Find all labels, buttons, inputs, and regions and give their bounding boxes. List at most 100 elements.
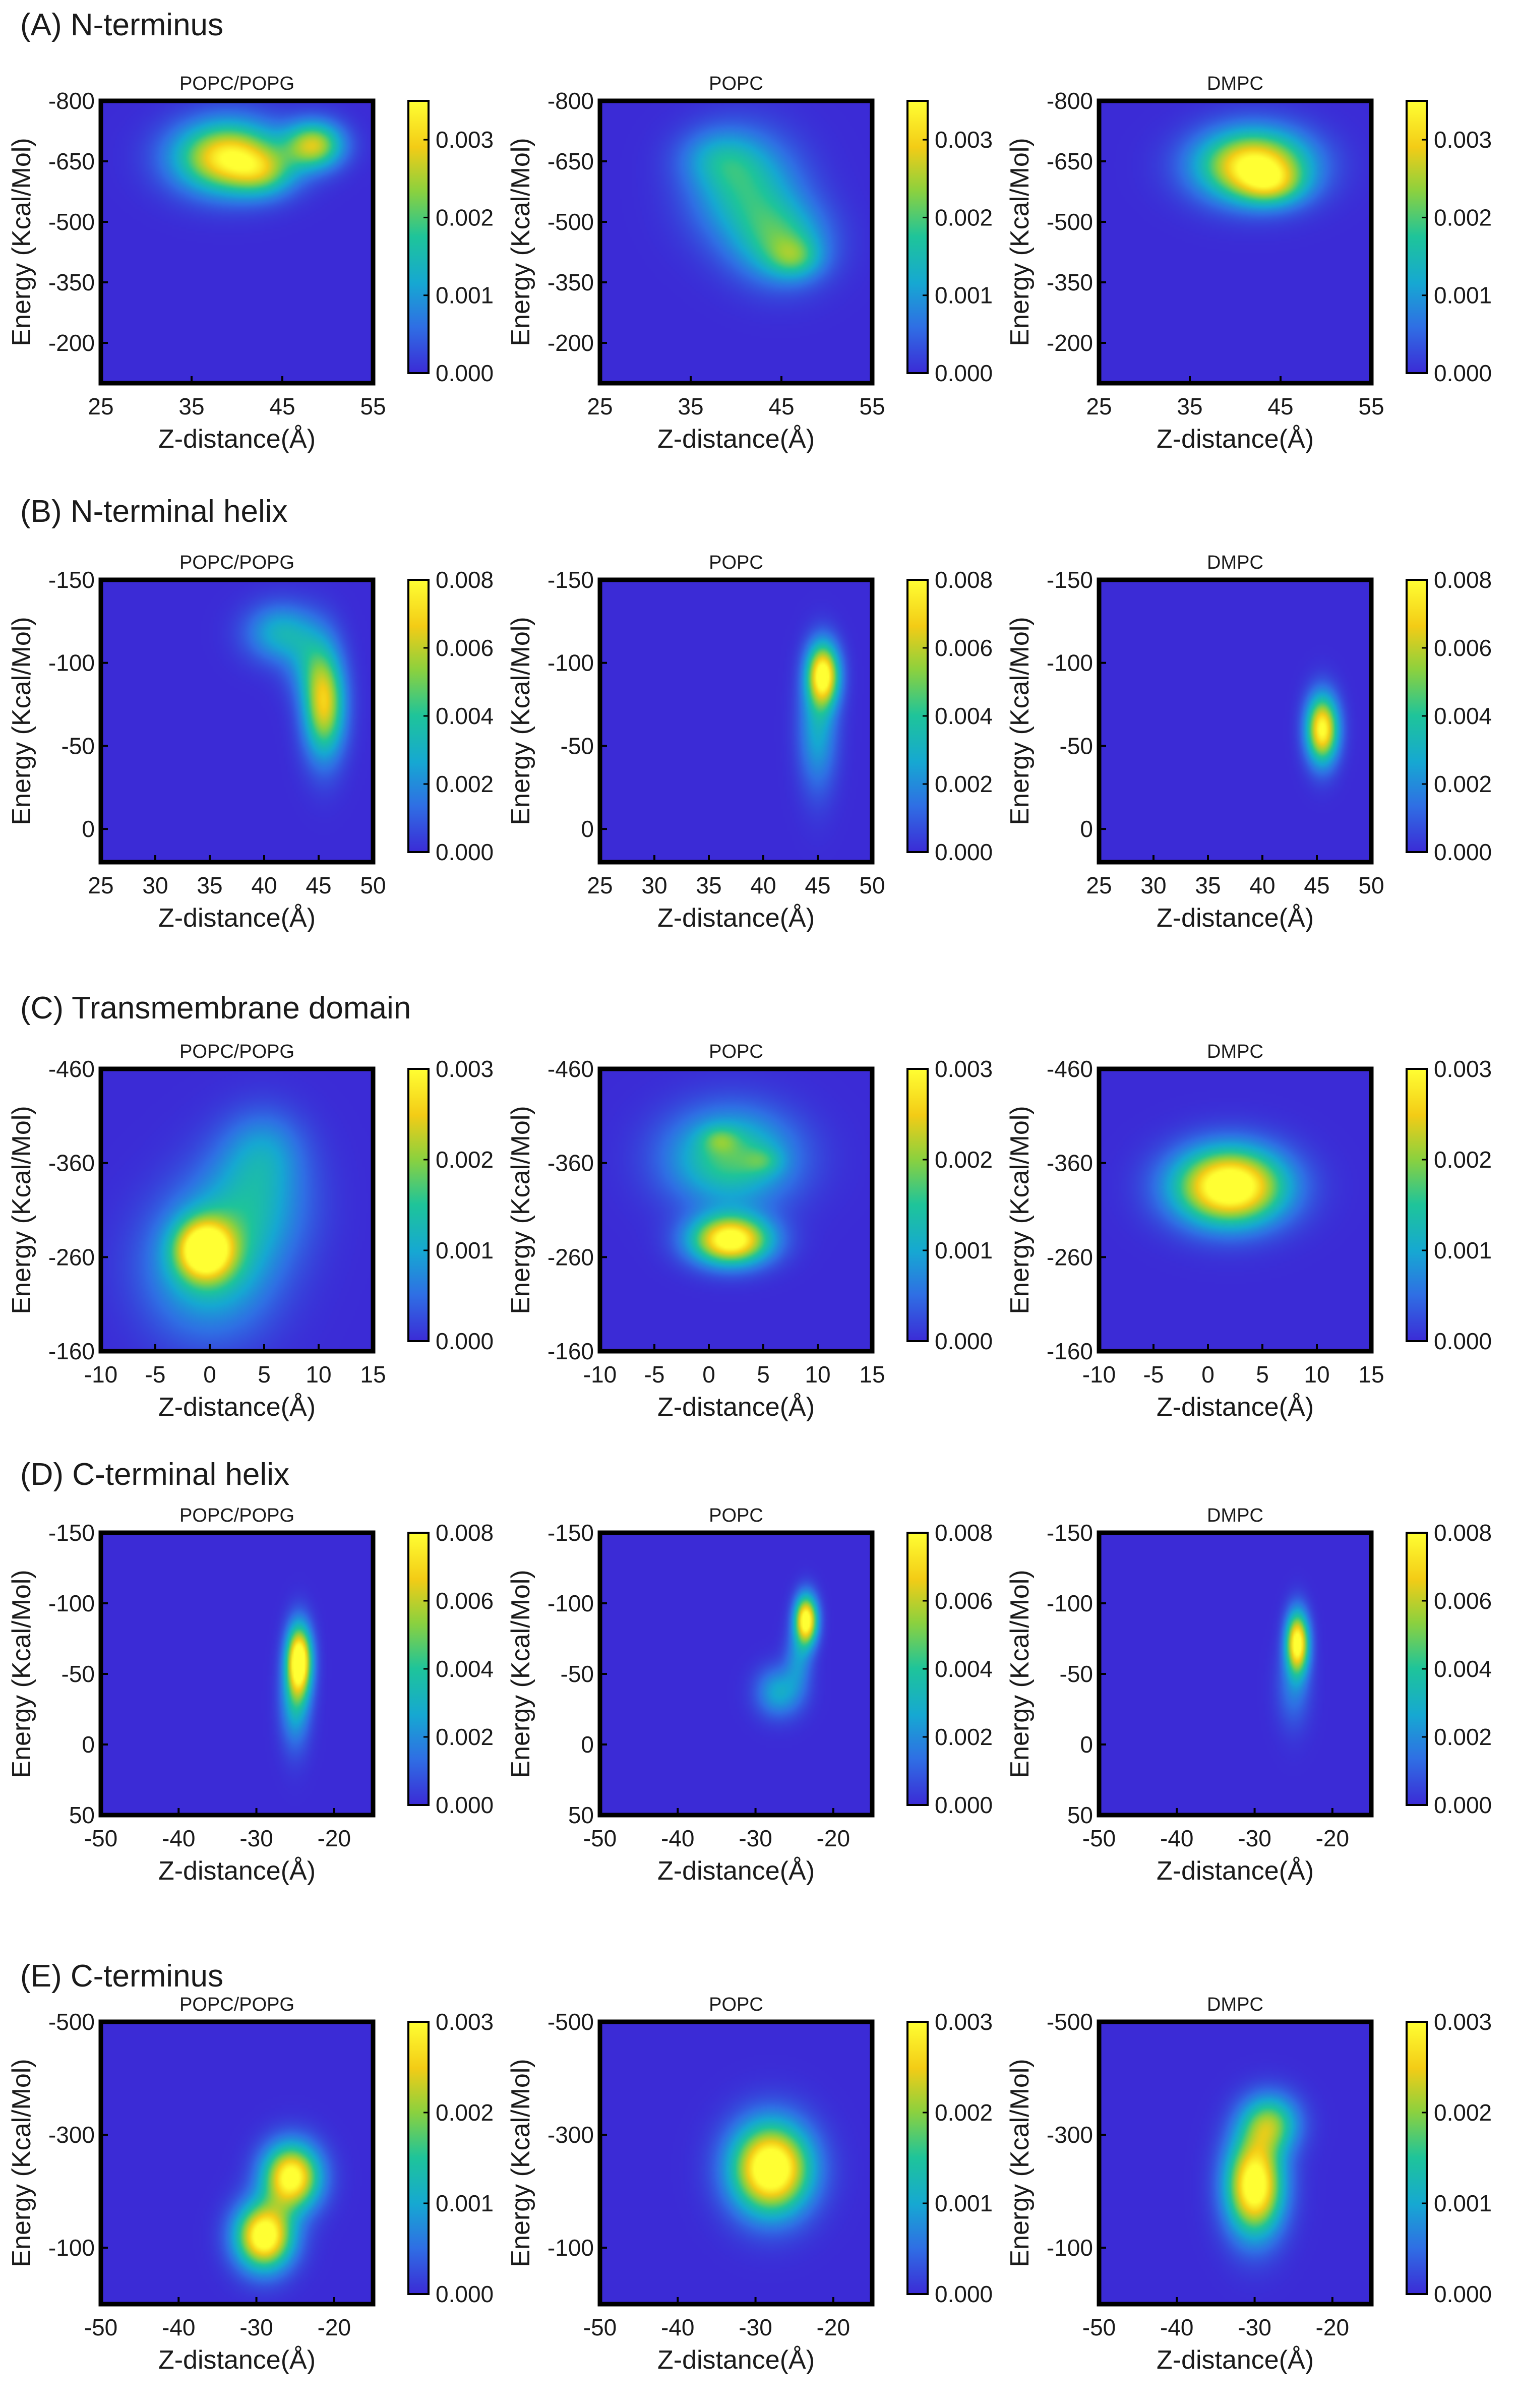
y-axis-label: Energy (Kcal/Mol) xyxy=(7,2059,36,2267)
x-tick-label: -20 xyxy=(817,1825,850,1851)
colorbar-tick-label: 0.004 xyxy=(935,703,993,729)
y-tick-label: -50 xyxy=(1060,1661,1093,1687)
plot-frame xyxy=(98,98,376,386)
colorbar-tick-label: 0.000 xyxy=(436,1792,494,1818)
colorbar-tick-label: 0.006 xyxy=(436,635,494,661)
panel-title: POPC xyxy=(709,73,763,94)
plot-frame xyxy=(98,1066,376,1354)
y-tick-label: -50 xyxy=(1060,733,1093,759)
colorbar-tick-label: 0.002 xyxy=(935,771,993,797)
heatmap-panel: DMPC -50 -40 -30 -20Z-distance(Å) -150 -100 -50… xyxy=(1005,1505,1492,1886)
y-tick-label: -460 xyxy=(1047,1056,1093,1082)
colorbar-tick-label: 0.003 xyxy=(436,2009,494,2035)
y-tick-label: -150 xyxy=(1047,1520,1093,1546)
plot-frame xyxy=(98,2019,376,2307)
x-tick-label: -50 xyxy=(1082,1825,1116,1851)
colorbar-tick-label: 0.008 xyxy=(1434,567,1492,593)
colorbar-tick-label: 0.001 xyxy=(436,1237,494,1263)
colorbar-tick-label: 0.002 xyxy=(935,2099,993,2126)
colorbar-tick-label: 0.000 xyxy=(436,360,494,386)
y-tick-label: 0 xyxy=(581,816,594,842)
y-tick-label: -100 xyxy=(1047,650,1093,676)
x-axis-label: Z-distance(Å) xyxy=(158,904,316,933)
x-tick-label: -40 xyxy=(661,1825,694,1851)
x-tick-label: 25 xyxy=(88,393,113,419)
colorbar xyxy=(407,2021,430,2295)
x-axis-label: Z-distance(Å) xyxy=(657,904,815,933)
y-tick-label: -460 xyxy=(48,1056,95,1082)
colorbar-tick-label: 0.003 xyxy=(935,1056,993,1082)
plot-frame xyxy=(1097,98,1374,386)
colorbar-tick-label: 0.003 xyxy=(1434,127,1492,153)
panel-title: DMPC xyxy=(1207,1041,1263,1062)
colorbar-tick-label: 0.002 xyxy=(935,1147,993,1173)
y-tick-label: -650 xyxy=(1047,148,1093,174)
colorbar-tick-label: 0.001 xyxy=(1434,282,1492,309)
y-axis-label: Energy (Kcal/Mol) xyxy=(506,2059,535,2267)
y-tick-label: -150 xyxy=(548,1520,594,1546)
x-axis-label: Z-distance(Å) xyxy=(657,1856,815,1886)
x-axis-label: Z-distance(Å) xyxy=(1157,1393,1314,1422)
heatmap-panel: DMPC -10 -5 0 5 10 15 Z-distance(Å) -460 -360 -260… xyxy=(1005,1041,1492,1422)
x-tick-label: -5 xyxy=(644,1361,665,1388)
y-axis-label: Energy (Kcal/Mol) xyxy=(1005,1570,1035,1778)
heatmap-image xyxy=(101,580,373,862)
panel-title: DMPC xyxy=(1207,1505,1263,1526)
x-tick-label: -30 xyxy=(239,2314,273,2340)
y-tick-label: -800 xyxy=(48,88,95,114)
y-tick-label: 50 xyxy=(69,1802,95,1828)
x-tick-label: 35 xyxy=(696,872,721,898)
x-tick-label: 25 xyxy=(1086,872,1112,898)
x-tick-label: 5 xyxy=(258,1361,271,1388)
row-label: (D) C-terminal helix xyxy=(20,1457,289,1492)
heatmap-panel: POPC -10 -5 0 5 10 15 Z-distance(Å) -460 -360 -260… xyxy=(506,1041,993,1422)
heatmap-panel: POPC -50 -40 -30 -20Z-distance(Å) -500 -300 -10… xyxy=(506,1994,993,2375)
panel-title: POPC/POPG xyxy=(179,1994,294,2015)
x-axis-label: Z-distance(Å) xyxy=(158,1393,316,1422)
y-tick-label: -150 xyxy=(548,567,594,593)
heatmap-image xyxy=(1099,101,1371,383)
heatmap-panel: (D) C-terminal helix POPC/POPG -50 -40 -30 -2… xyxy=(7,1457,494,1886)
plot-frame xyxy=(1097,1066,1374,1354)
x-tick-label: 30 xyxy=(142,872,168,898)
x-tick-label: 35 xyxy=(678,393,703,419)
colorbar-tick-label: 0.000 xyxy=(935,1328,993,1354)
heatmap-image xyxy=(101,1069,373,1351)
x-tick-label: 35 xyxy=(178,393,204,419)
panel-title: DMPC xyxy=(1207,552,1263,573)
x-tick-label: 50 xyxy=(859,872,885,898)
y-tick-label: 0 xyxy=(82,816,95,842)
x-tick-label: -30 xyxy=(1238,1825,1271,1851)
colorbar xyxy=(407,100,430,374)
x-tick-label: 0 xyxy=(203,1361,216,1388)
y-tick-label: -650 xyxy=(48,148,95,174)
y-tick-label: -160 xyxy=(48,1338,95,1364)
x-tick-label: -20 xyxy=(1316,1825,1349,1851)
x-tick-label: 40 xyxy=(750,872,776,898)
x-tick-label: 15 xyxy=(1358,1361,1384,1388)
y-tick-label: -300 xyxy=(548,2122,594,2148)
colorbar-tick-label: 0.000 xyxy=(1434,2281,1492,2307)
y-tick-label: 50 xyxy=(1067,1802,1093,1828)
x-tick-label: 45 xyxy=(269,393,295,419)
colorbar-tick-label: 0.002 xyxy=(436,1724,494,1750)
y-tick-label: -50 xyxy=(561,1661,594,1687)
colorbar-tick-label: 0.002 xyxy=(436,771,494,797)
heatmap-image xyxy=(600,2022,872,2304)
colorbar xyxy=(1406,2021,1428,2295)
colorbar-tick-label: 0.003 xyxy=(935,127,993,153)
x-tick-label: -10 xyxy=(1082,1361,1116,1388)
x-tick-label: -10 xyxy=(84,1361,117,1388)
y-axis-label: Energy (Kcal/Mol) xyxy=(506,1106,535,1314)
y-axis-label: Energy (Kcal/Mol) xyxy=(506,1570,535,1778)
colorbar-tick-label: 0.000 xyxy=(436,2281,494,2307)
y-tick-label: -650 xyxy=(548,148,594,174)
y-tick-label: -200 xyxy=(48,330,95,356)
x-tick-label: -20 xyxy=(1316,2314,1349,2340)
colorbar-tick-label: 0.000 xyxy=(935,1792,993,1818)
x-tick-label: 35 xyxy=(197,872,222,898)
x-tick-label: -20 xyxy=(817,2314,850,2340)
heatmap-panel: DMPC 25 35 45 55 Z-distance(Å) -800 -650 -500 -35… xyxy=(1005,73,1492,454)
